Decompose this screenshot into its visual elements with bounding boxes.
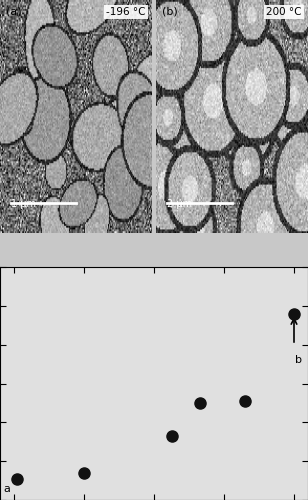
Text: (a): (a) (6, 7, 22, 17)
Text: 200 °C: 200 °C (266, 7, 302, 17)
Text: 1 μm: 1 μm (10, 200, 36, 209)
Point (197, 399, 202, 407)
Point (292, 310, 297, 318)
Point (82, 469, 87, 477)
Point (169, 432, 174, 440)
Text: 2 μm: 2 μm (167, 200, 192, 209)
Text: (b): (b) (162, 7, 178, 17)
Point (14, 474, 19, 482)
Text: a: a (4, 484, 10, 494)
Text: b: b (295, 356, 302, 366)
Text: -196 °C: -196 °C (106, 7, 146, 17)
Point (242, 397, 247, 405)
